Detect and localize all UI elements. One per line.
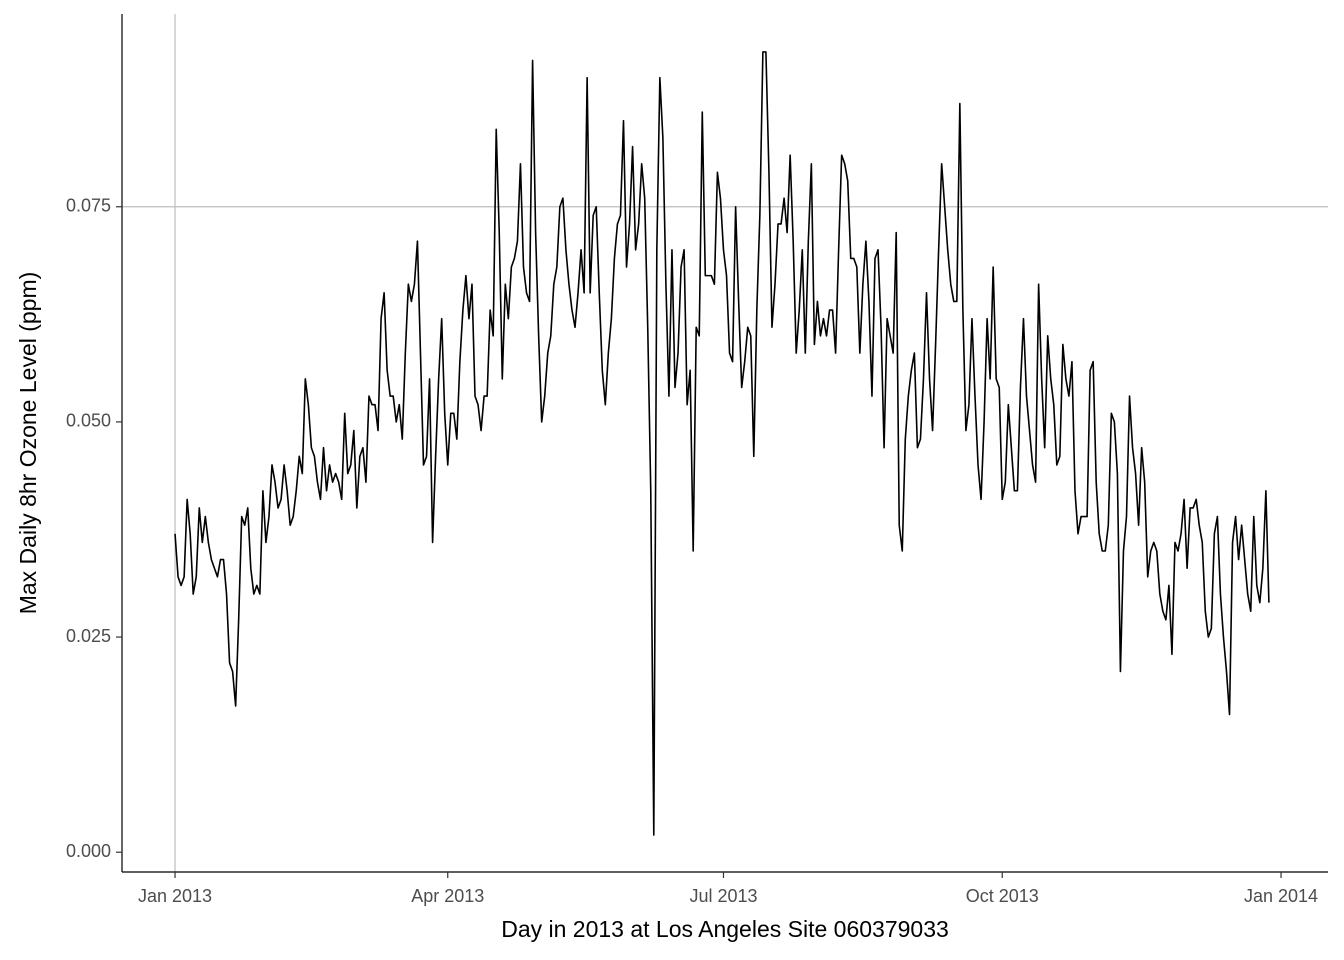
x-axis-title: Day in 2013 at Los Angeles Site 06037903… [501,916,949,942]
x-tick-label: Jan 2014 [1244,886,1318,906]
y-tick-label: 0.075 [66,196,111,216]
data-line [174,51,1270,836]
y-tick-label: 0.000 [66,841,111,861]
x-tick-label: Jan 2013 [138,886,212,906]
y-axis-title: Max Daily 8hr Ozone Level (ppm) [15,272,41,615]
x-tick-label: Apr 2013 [411,886,484,906]
x-tick-label: Oct 2013 [966,886,1039,906]
x-tick-label: Jul 2013 [689,886,757,906]
y-tick-label: 0.025 [66,626,111,646]
y-tick-label: 0.050 [66,411,111,431]
